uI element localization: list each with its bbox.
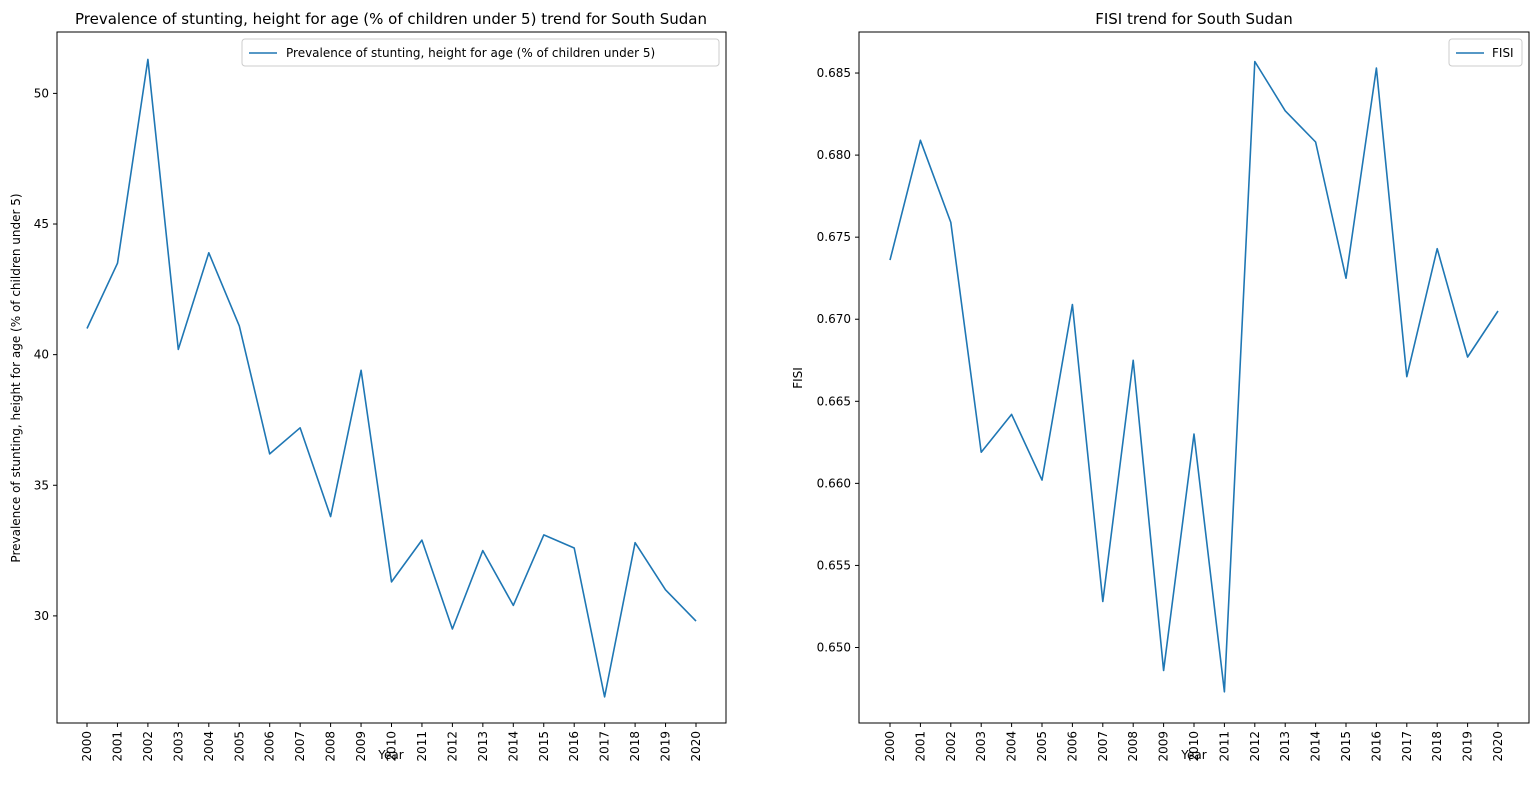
x-tick-label: 2018 [1430,731,1444,762]
x-tick-label: 2006 [263,731,277,762]
y-tick-label: 0.670 [817,312,851,326]
chart-title: FISI trend for South Sudan [1095,10,1293,28]
x-tick-label: 2005 [232,731,246,762]
x-tick-label: 2007 [1096,731,1110,762]
x-tick-label: 2015 [537,731,551,762]
y-tick-label: 30 [34,609,49,623]
x-tick-label: 2001 [110,731,124,762]
x-tick-label: 2013 [476,731,490,762]
legend: FISI [1449,39,1522,66]
y-tick-label: 40 [34,348,49,362]
chart-stunting: Prevalence of stunting, height for age (… [9,10,726,762]
y-tick-label: 35 [34,478,49,492]
x-tick-label: 2005 [1035,731,1049,762]
x-tick-label: 2011 [1217,731,1231,762]
x-tick-label: 2013 [1278,731,1292,762]
x-tick-label: 2004 [1005,731,1019,762]
x-tick-label: 2012 [445,731,459,762]
x-tick-label: 2002 [944,731,958,762]
y-tick-label: 50 [34,86,49,100]
y-tick-label: 0.665 [817,394,851,408]
x-axis-label: Year [1180,748,1206,762]
y-tick-label: 0.680 [817,148,851,162]
x-tick-label: 2017 [598,731,612,762]
x-tick-label: 2017 [1400,731,1414,762]
x-tick-label: 2001 [913,731,927,762]
x-tick-label: 2008 [324,731,338,762]
y-tick-label: 0.660 [817,476,851,490]
x-tick-label: 2009 [354,731,368,762]
x-tick-label: 2004 [202,731,216,762]
x-tick-label: 2000 [80,731,94,762]
x-tick-label: 2014 [506,731,520,762]
y-tick-label: 45 [34,217,49,231]
series-line-fisi [890,62,1498,692]
plot-area [859,32,1529,723]
x-tick-label: 2020 [1491,731,1505,762]
x-tick-label: 2007 [293,731,307,762]
x-tick-label: 2003 [171,731,185,762]
x-tick-label: 2019 [659,731,673,762]
plot-area [57,32,726,723]
y-axis-label: Prevalence of stunting, height for age (… [9,193,23,562]
x-tick-label: 2016 [567,731,581,762]
x-tick-label: 2019 [1461,731,1475,762]
x-tick-label: 2016 [1369,731,1383,762]
ticks-group: 2000 2001 2002 2003 2004 2005 2006 2007 2008 2009… [34,59,703,761]
x-axis-label: Year [377,748,403,762]
x-tick-label: 2003 [974,731,988,762]
x-tick-label: 2008 [1126,731,1140,762]
x-tick-label: 2006 [1065,731,1079,762]
x-tick-label: 2020 [689,731,703,762]
ticks-group: 2000 2001 2002 2003 2004 2005 2006 2007 2008 2009… [817,62,1505,762]
x-tick-label: 2018 [628,731,642,762]
y-tick-label: 0.685 [817,66,851,80]
series-line-stunting [87,59,696,697]
x-tick-label: 2011 [415,731,429,762]
legend: Prevalence of stunting, height for age (… [242,39,719,66]
x-tick-label: 2009 [1157,731,1171,762]
legend-entry-fisi: FISI [1492,46,1514,60]
chart-title: Prevalence of stunting, height for age (… [75,10,707,28]
y-axis-label: FISI [791,367,805,389]
x-tick-label: 2012 [1248,731,1262,762]
x-tick-label: 2000 [883,731,897,762]
y-tick-label: 0.675 [817,230,851,244]
x-tick-label: 2014 [1309,731,1323,762]
y-tick-label: 0.650 [817,640,851,654]
legend-entry-stunting: Prevalence of stunting, height for age (… [286,46,655,60]
x-tick-label: 2015 [1339,731,1353,762]
y-tick-label: 0.655 [817,558,851,572]
x-tick-label: 2002 [141,731,155,762]
